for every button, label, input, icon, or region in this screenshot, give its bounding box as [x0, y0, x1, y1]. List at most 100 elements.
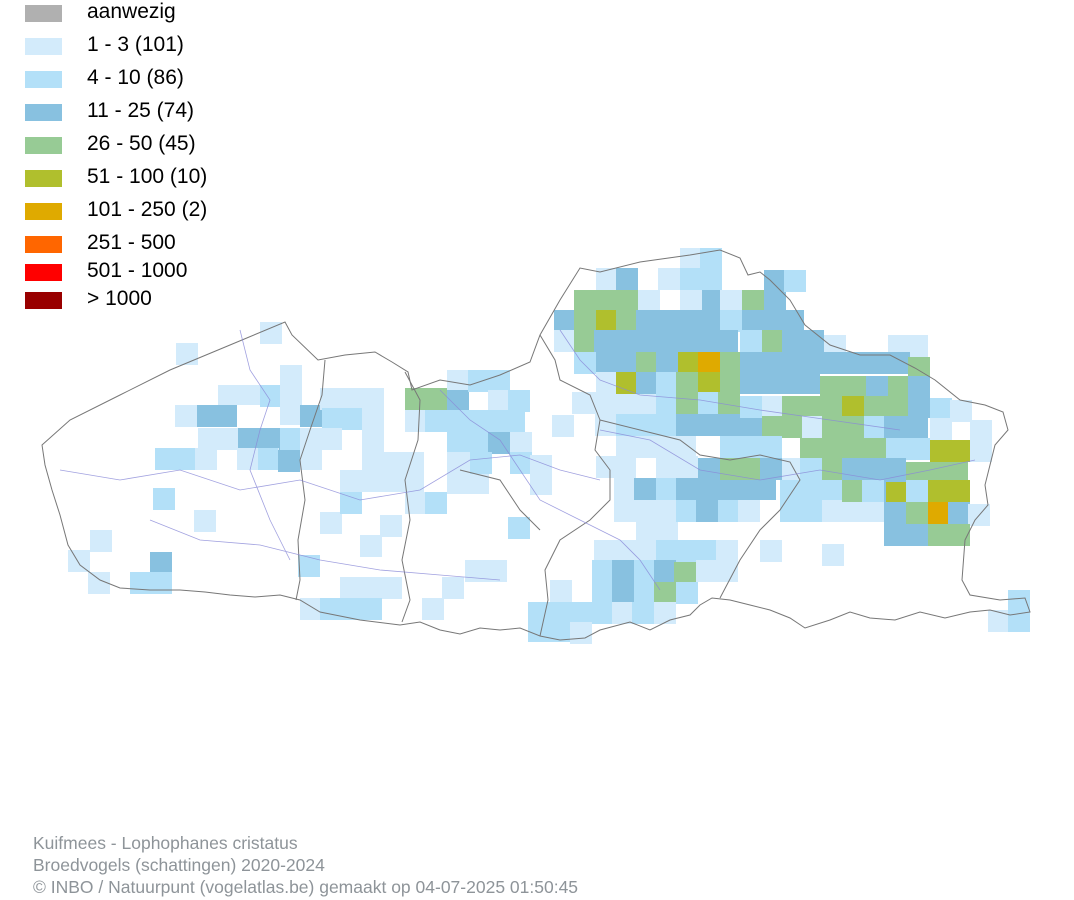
grid-cell	[176, 343, 198, 365]
grid-cell	[340, 492, 362, 514]
grid-cell	[822, 500, 884, 522]
river	[599, 429, 976, 481]
grid-cell	[153, 488, 175, 510]
grid-cell	[760, 458, 782, 480]
legend-item: 501 - 1000	[25, 259, 187, 282]
grid-cell	[592, 560, 614, 602]
province-border	[401, 371, 421, 623]
grid-cell	[447, 430, 489, 452]
grid-cell	[322, 408, 364, 430]
grid-cell	[696, 500, 718, 522]
grid-cell	[824, 335, 846, 357]
grid-cell	[864, 416, 886, 438]
grid-cell	[680, 290, 702, 312]
grid-cell	[636, 372, 658, 394]
grid-cell	[574, 330, 596, 352]
province-border	[599, 419, 801, 599]
grid-cell	[616, 372, 638, 394]
grid-cell	[886, 482, 908, 504]
grid-cell	[425, 410, 525, 432]
grid-cell	[884, 524, 928, 546]
grid-cell	[716, 540, 738, 562]
grid-cell	[678, 352, 700, 374]
grid-cell	[612, 560, 634, 602]
grid-cell	[638, 290, 660, 312]
grid-cell	[155, 448, 195, 470]
legend-item: 4 - 10 (86)	[25, 66, 184, 89]
grid-cell	[425, 492, 447, 514]
grid-cell	[447, 388, 469, 410]
grid-cell	[614, 500, 636, 522]
grid-cell	[150, 552, 172, 574]
grid-cell	[614, 478, 636, 500]
grid-cell	[740, 330, 762, 352]
grid-cell	[762, 416, 802, 438]
grid-cell	[762, 396, 784, 418]
grid-cell	[300, 428, 342, 450]
grid-cell	[676, 372, 698, 394]
grid-cell	[175, 405, 197, 427]
grid-cell	[258, 448, 278, 470]
grid-cell	[718, 500, 740, 522]
grid-cell	[88, 572, 110, 594]
legend-label: 11 - 25 (74)	[87, 99, 194, 122]
grid-cell	[676, 500, 696, 522]
grid-cell	[380, 515, 402, 537]
grid-cell	[676, 478, 776, 500]
grid-cell	[908, 357, 930, 379]
legend-swatch	[25, 70, 62, 88]
grid-cell	[930, 440, 970, 462]
grid-cell	[198, 428, 238, 450]
grid-cell	[470, 452, 492, 474]
grid-cell	[700, 290, 722, 312]
province-border	[295, 359, 326, 601]
grid-cell	[906, 480, 928, 502]
grid-cell	[742, 310, 804, 332]
grid-cell	[636, 414, 676, 436]
grid-cell	[680, 268, 722, 290]
grid-cell	[842, 480, 864, 502]
grid-cell	[820, 376, 868, 398]
grid-cell	[988, 610, 1010, 632]
grid-cell	[530, 455, 552, 495]
grid-cell	[698, 458, 720, 480]
legend-label: 101 - 250 (2)	[87, 198, 208, 221]
grid-cell	[300, 448, 322, 470]
grid-cell	[762, 330, 784, 352]
grid-cell	[906, 502, 928, 524]
grid-cell	[740, 372, 820, 394]
grid-cell	[740, 396, 762, 418]
legend-item: 101 - 250 (2)	[25, 198, 207, 221]
grid-cell	[612, 602, 634, 624]
grid-cell	[382, 452, 424, 492]
footer: Kuifmees - Lophophanes cristatus Broedvo…	[33, 832, 578, 898]
grid-cell	[784, 270, 806, 292]
grid-cell	[906, 462, 968, 484]
grid-cell	[842, 458, 906, 480]
grid-cell	[280, 365, 302, 425]
legend-item: > 1000	[25, 287, 152, 310]
grid-cell	[888, 335, 928, 357]
grid-cell	[888, 376, 910, 398]
legend-swatch	[25, 202, 62, 220]
legend-label: 26 - 50 (45)	[87, 132, 196, 155]
grid-cell	[928, 502, 948, 524]
grid-cell	[928, 524, 970, 546]
grid-cell	[552, 415, 574, 437]
grid-cell	[764, 270, 786, 312]
grid-cell	[488, 432, 510, 454]
grid-cell	[696, 560, 738, 582]
grid-cell	[656, 392, 678, 414]
grid-cell	[680, 248, 702, 270]
grid-cell	[800, 352, 910, 374]
grid-cell	[616, 310, 638, 332]
legend-swatch	[25, 263, 62, 281]
river	[439, 389, 661, 591]
province-border	[459, 469, 541, 531]
grid-cells-layer	[68, 248, 1030, 644]
grid-cell	[320, 512, 342, 534]
grid-cell	[300, 405, 322, 427]
grid-cell	[720, 310, 742, 332]
grid-cell	[1008, 590, 1030, 632]
grid-cell	[340, 577, 402, 599]
